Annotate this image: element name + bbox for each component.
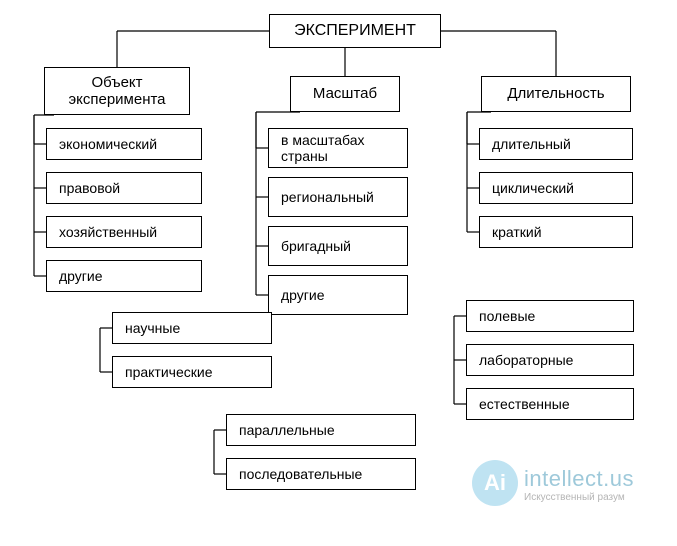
watermark-logo: Ai	[472, 460, 518, 506]
node-scale-item-0: в масштабах страны	[268, 128, 408, 168]
node-g3-item-0: параллельные	[226, 414, 416, 446]
node-scale-item-1: региональный	[268, 177, 408, 217]
node-g4-item-0: полевые	[466, 300, 634, 332]
node-g3-item-1: последовательные	[226, 458, 416, 490]
node-obj: Объект эксперимента	[44, 67, 190, 115]
node-g2-item-1: практические	[112, 356, 272, 388]
watermark-text: intellect.us	[524, 466, 634, 492]
node-scale: Масштаб	[290, 76, 400, 112]
node-obj-item-2: хозяйственный	[46, 216, 202, 248]
node-dur: Длительность	[481, 76, 631, 112]
node-g2-item-0: научные	[112, 312, 272, 344]
watermark-subtext: Искусственный разум	[524, 492, 625, 503]
node-scale-item-3: другие	[268, 275, 408, 315]
node-g4-item-2: естественные	[466, 388, 634, 420]
node-obj-item-3: другие	[46, 260, 202, 292]
node-obj-item-0: экономический	[46, 128, 202, 160]
node-g4-item-1: лабораторные	[466, 344, 634, 376]
node-obj-item-1: правовой	[46, 172, 202, 204]
node-dur-item-2: краткий	[479, 216, 633, 248]
node-dur-item-1: циклический	[479, 172, 633, 204]
node-dur-item-0: длительный	[479, 128, 633, 160]
node-root: ЭКСПЕРИМЕНТ	[269, 14, 441, 48]
node-scale-item-2: бригадный	[268, 226, 408, 266]
